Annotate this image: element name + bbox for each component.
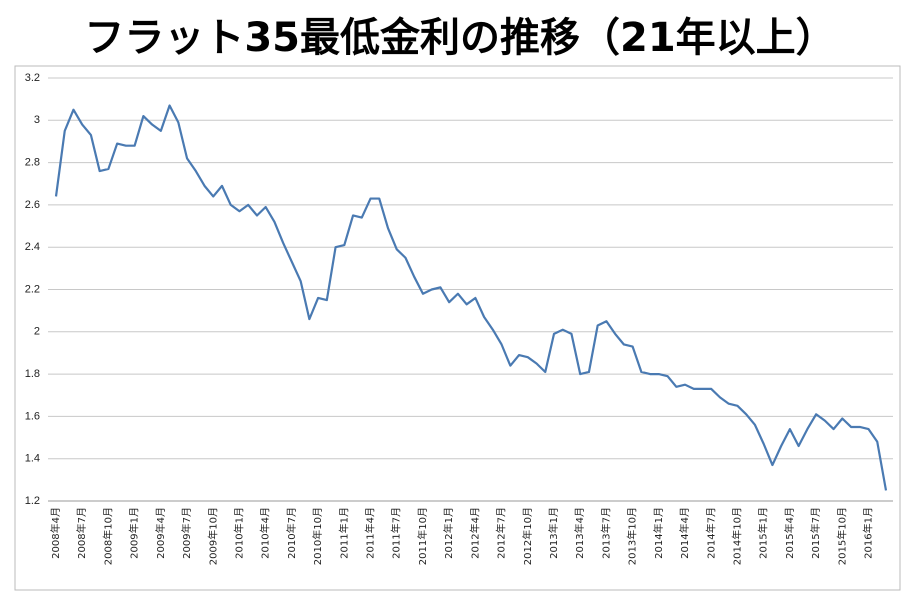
x-tick-label: 2009年4月 bbox=[154, 507, 167, 559]
y-tick-label: 3 bbox=[34, 114, 40, 126]
x-tick-label: 2015年7月 bbox=[809, 507, 822, 559]
x-tick-label: 2014年1月 bbox=[652, 507, 665, 559]
x-tick-label: 2012年1月 bbox=[442, 507, 455, 559]
y-tick-label: 2.6 bbox=[25, 199, 40, 211]
x-tick-label: 2010年10月 bbox=[311, 507, 324, 565]
line bbox=[54, 104, 888, 491]
x-tick-label: 2011年7月 bbox=[390, 507, 403, 559]
x-tick-label: 2011年1月 bbox=[337, 507, 350, 559]
x-tick-label: 2012年10月 bbox=[521, 507, 534, 565]
x-tick-label: 2010年4月 bbox=[259, 507, 272, 559]
x-tick-label: 2014年4月 bbox=[678, 507, 691, 559]
y-tick-label: 1.2 bbox=[25, 495, 40, 507]
x-tick-label: 2008年10月 bbox=[101, 507, 114, 565]
y-tick-label: 2 bbox=[34, 326, 40, 338]
x-tick-label: 2016年1月 bbox=[862, 507, 875, 559]
x-tick-label: 2011年4月 bbox=[364, 507, 377, 559]
x-tick-label: 2012年7月 bbox=[495, 507, 508, 559]
x-tick-label: 2013年1月 bbox=[547, 507, 560, 559]
chart-title: フラット35最低金利の推移（21年以上） bbox=[84, 15, 835, 61]
x-tick-label: 2014年10月 bbox=[730, 507, 743, 565]
x-tick-label: 2014年7月 bbox=[704, 507, 717, 559]
x-tick-label: 2015年4月 bbox=[783, 507, 796, 559]
y-tick-label: 3.2 bbox=[25, 72, 40, 84]
y-tick-label: 2.2 bbox=[25, 283, 40, 295]
chart-frame bbox=[14, 65, 901, 591]
x-tick-label: 2009年10月 bbox=[206, 507, 219, 565]
x-tick-label: 2013年7月 bbox=[599, 507, 612, 559]
y-tick-label: 2.8 bbox=[25, 157, 40, 169]
x-tick-label: 2015年1月 bbox=[757, 507, 770, 559]
x-tick-label: 2015年10月 bbox=[835, 507, 848, 565]
y-tick-label: 1.4 bbox=[25, 453, 40, 465]
x-tick-label: 2010年7月 bbox=[285, 507, 298, 559]
x-tick-label: 2011年10月 bbox=[416, 507, 429, 565]
x-tick-label: 2009年7月 bbox=[180, 507, 193, 559]
x-tick-label: 2008年4月 bbox=[49, 507, 62, 559]
x-tick-label: 2012年4月 bbox=[468, 507, 481, 559]
x-tick-label: 2009年1月 bbox=[128, 507, 141, 559]
x-tick-label: 2013年10月 bbox=[626, 507, 639, 565]
y-tick-label: 1.8 bbox=[25, 368, 40, 380]
x-tick-label: 2013年4月 bbox=[573, 507, 586, 559]
y-tick-label: 2.4 bbox=[25, 241, 40, 253]
x-tick-label: 2010年1月 bbox=[232, 507, 245, 559]
y-tick-label: 1.6 bbox=[25, 410, 40, 422]
x-tick-label: 2008年7月 bbox=[75, 507, 88, 559]
